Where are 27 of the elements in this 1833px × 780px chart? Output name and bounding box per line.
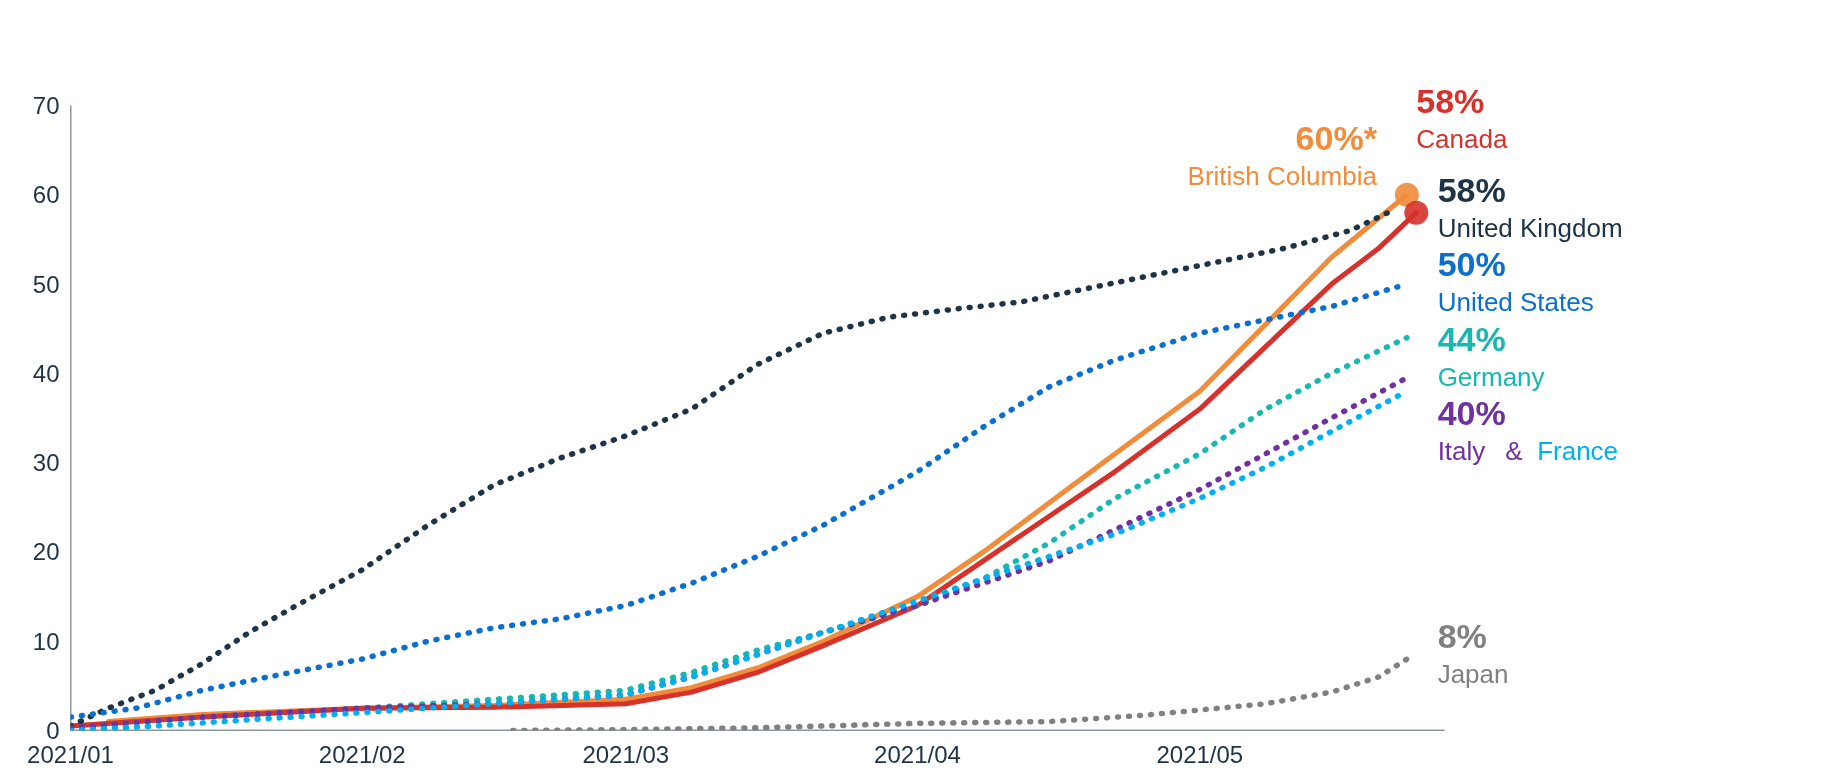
series-label: British Columbia	[1187, 161, 1378, 192]
text: France	[1537, 436, 1619, 467]
x-tick-label: 2021/03	[582, 740, 670, 768]
text: Italy	[1437, 436, 1486, 467]
x-tick-label: 2021/04	[874, 740, 961, 768]
series-label: United Kingdom	[1437, 212, 1623, 243]
y-tick-label: 60	[32, 181, 60, 209]
series-label: Japan	[1437, 659, 1509, 690]
y-tick-label: 70	[32, 92, 60, 119]
data-label: 50%	[1437, 245, 1506, 284]
y-tick-label: 40	[32, 359, 60, 387]
text: &	[1505, 436, 1523, 467]
x-tick-label: 2021/05	[1156, 740, 1244, 768]
y-tick-label: 50	[32, 270, 60, 298]
text: Canada	[1416, 124, 1508, 154]
data-label: 58%	[1437, 170, 1506, 209]
data-label: 44%	[1437, 319, 1506, 358]
y-tick-label: 30	[32, 449, 60, 477]
data-label: 8%	[1437, 617, 1487, 656]
series-label: Germany	[1437, 361, 1545, 392]
data-label: 60%*	[1295, 119, 1378, 158]
x-tick-label: 2021/02	[318, 740, 406, 768]
y-tick-label: 10	[32, 627, 60, 655]
data-label: 58%	[1416, 82, 1485, 120]
series-label: United States	[1437, 287, 1594, 318]
data-label: 40%	[1437, 394, 1506, 433]
y-tick-label: 20	[32, 538, 60, 566]
